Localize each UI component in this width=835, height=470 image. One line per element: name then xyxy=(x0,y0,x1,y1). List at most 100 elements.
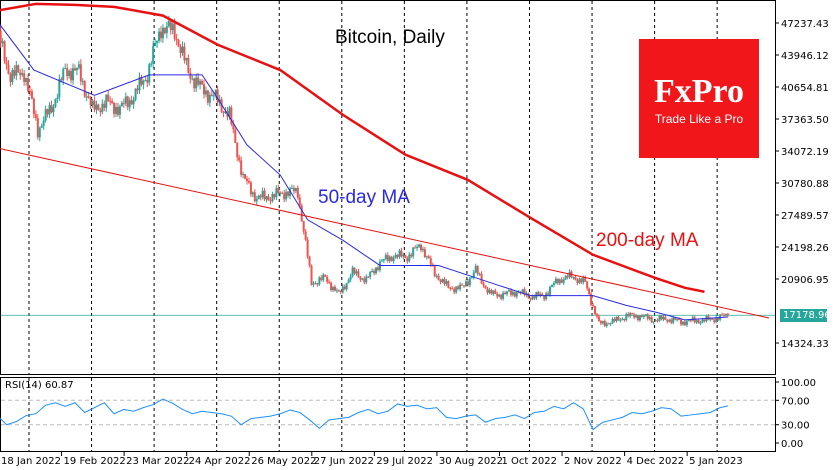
candle-body xyxy=(593,306,596,315)
candle-body xyxy=(275,188,278,198)
candle-body xyxy=(685,321,688,326)
candle-body xyxy=(464,281,467,286)
candle-body xyxy=(146,80,149,83)
candle-body xyxy=(312,283,315,285)
candle-body xyxy=(592,304,595,307)
candle-body xyxy=(322,274,325,280)
candle-body xyxy=(492,290,495,294)
candle-body xyxy=(394,254,397,259)
candle-body xyxy=(85,96,88,98)
candle-body xyxy=(324,274,327,277)
candle-body xyxy=(134,88,137,100)
candle-body xyxy=(210,94,213,97)
candle-body xyxy=(420,244,422,251)
candle-body xyxy=(453,288,456,293)
candle-body xyxy=(564,275,567,280)
ma50-line xyxy=(0,23,728,321)
candle-body xyxy=(52,106,55,113)
candle-body xyxy=(320,277,323,280)
current-price-tag: 17178.96 xyxy=(780,309,831,322)
candle-body xyxy=(95,104,98,110)
candle-body xyxy=(296,187,299,198)
candle-body xyxy=(648,317,651,319)
candle-body xyxy=(122,102,125,104)
candle-body xyxy=(664,316,667,320)
candle-body xyxy=(398,250,401,257)
candle-body xyxy=(294,187,297,192)
candle-body xyxy=(441,279,444,282)
candle-body xyxy=(103,103,106,108)
candle-body xyxy=(445,281,448,285)
candle-body xyxy=(179,46,182,53)
candle-body xyxy=(156,40,159,43)
candle-body xyxy=(668,319,671,322)
candle-body xyxy=(38,127,41,138)
candle-body xyxy=(220,99,223,112)
candle-body xyxy=(560,279,563,283)
candle-body xyxy=(72,68,75,81)
rsi-label: RSI(14) 60.87 xyxy=(5,380,74,391)
candle-body xyxy=(107,94,110,101)
candle-body xyxy=(116,106,119,115)
candle-body xyxy=(521,289,524,293)
candle-body xyxy=(496,293,499,297)
candle-body xyxy=(23,73,26,82)
candle-body xyxy=(697,320,700,324)
candle-body xyxy=(181,46,184,53)
candle-body xyxy=(261,190,264,198)
candle-body xyxy=(402,254,405,257)
chart-title: Bitcoin, Daily xyxy=(335,27,445,48)
candle-body xyxy=(5,61,8,65)
candle-body xyxy=(347,279,350,284)
candle-body xyxy=(478,273,481,275)
candle-body xyxy=(159,31,162,39)
candle-body xyxy=(251,192,254,195)
candle-body xyxy=(332,286,335,291)
candle-body xyxy=(640,315,643,318)
candle-body xyxy=(371,270,374,273)
candle-body xyxy=(58,79,61,98)
candle-body xyxy=(572,276,575,278)
candle-body xyxy=(222,111,225,113)
candle-body xyxy=(433,264,436,277)
candle-body xyxy=(68,70,71,77)
x-tick-label: 4 Dec 2022 xyxy=(627,456,685,467)
candle-body xyxy=(11,69,14,83)
candle-body xyxy=(353,267,356,274)
x-tick-label: 27 Jun 2022 xyxy=(314,456,374,467)
candle-body xyxy=(447,281,450,288)
candle-body xyxy=(75,67,78,71)
candle-body xyxy=(531,296,534,300)
candle-body xyxy=(558,279,561,284)
candle-body xyxy=(578,278,581,283)
candle-body xyxy=(683,321,686,326)
candle-body xyxy=(461,284,464,286)
y-tick-label: 24198.26 xyxy=(781,243,829,254)
candle-body xyxy=(263,190,266,200)
candle-body xyxy=(644,314,647,316)
candle-body xyxy=(621,318,624,320)
candle-body xyxy=(472,272,475,278)
candle-body xyxy=(603,320,606,326)
candle-body xyxy=(169,21,172,31)
candle-body xyxy=(25,78,28,82)
candle-body xyxy=(230,107,233,124)
candle-body xyxy=(289,188,292,196)
candle-body xyxy=(163,27,166,34)
candle-body xyxy=(543,295,546,300)
candle-body xyxy=(488,290,491,293)
candle-body xyxy=(615,316,618,322)
candle-body xyxy=(723,314,726,316)
candle-body xyxy=(576,280,579,283)
candle-body xyxy=(46,109,49,115)
candle-body xyxy=(171,23,174,31)
candle-body xyxy=(400,250,403,257)
candle-body xyxy=(101,103,104,113)
candle-body xyxy=(302,221,305,232)
candle-body xyxy=(539,293,542,296)
rsi-tick-label: 100.00 xyxy=(781,378,816,389)
rsi-tick-label: 70.00 xyxy=(781,396,810,407)
candle-body xyxy=(506,291,509,295)
candle-body xyxy=(635,315,638,318)
candle-body xyxy=(676,319,679,321)
